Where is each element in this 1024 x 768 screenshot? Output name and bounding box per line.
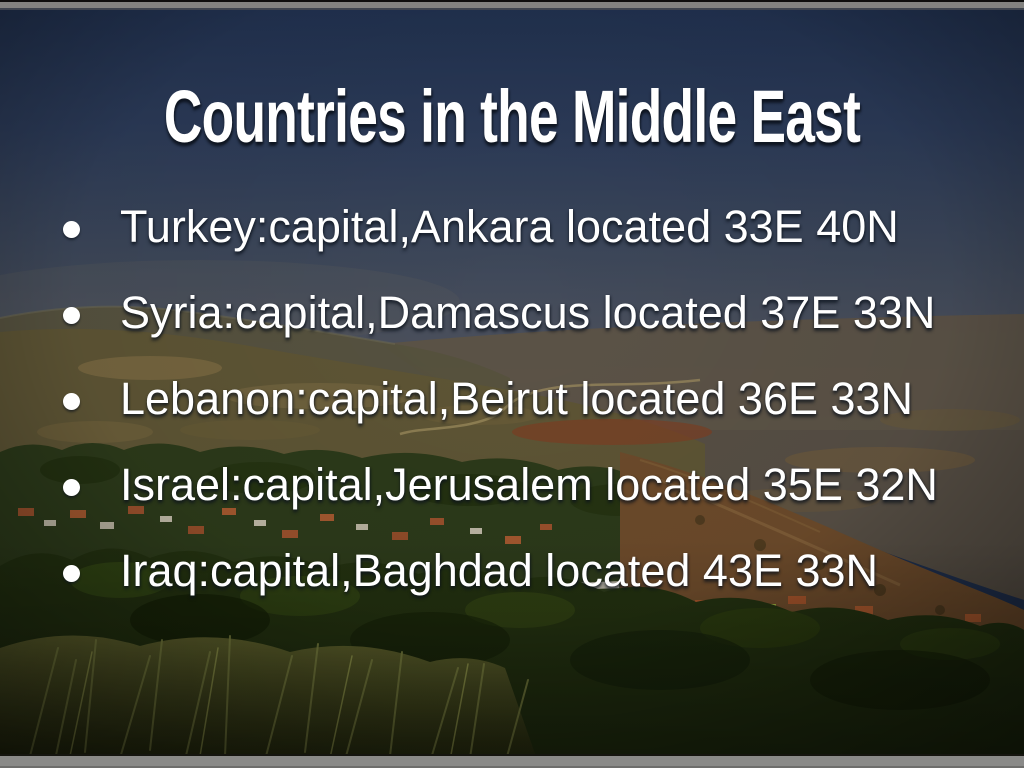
- bullet-item: Syria:capital,Damascus located 37E 33N: [62, 270, 1014, 356]
- bullet-item: Turkey:capital,Ankara located 33E 40N: [62, 184, 1014, 270]
- bottom-shade-overlay: [0, 540, 1024, 768]
- bullet-text: Syria:capital,Damascus located 37E 33N: [120, 287, 936, 338]
- bullet-item: Iraq:capital,Baghdad located 43E 33N: [62, 528, 1014, 614]
- bullet-item: Israel:capital,Jerusalem located 35E 32N: [62, 442, 1014, 528]
- bullet-icon: [63, 478, 80, 496]
- bullet-icon: [63, 306, 80, 324]
- bullet-text: Israel:capital,Jerusalem located 35E 32N: [120, 459, 938, 510]
- bullet-list: Turkey:capital,Ankara located 33E 40N Sy…: [62, 184, 1014, 614]
- bullet-item: Lebanon:capital,Beirut located 36E 33N: [62, 356, 1014, 442]
- bullet-icon: [63, 564, 80, 582]
- slide-title: Countries in the Middle East: [163, 74, 861, 158]
- bullet-icon: [63, 220, 80, 238]
- slide-frame-bottom: [0, 754, 1024, 768]
- slide-frame-top: [0, 0, 1024, 10]
- bullet-text: Lebanon:capital,Beirut located 36E 33N: [120, 373, 914, 424]
- bullet-text: Iraq:capital,Baghdad located 43E 33N: [120, 545, 879, 596]
- bullet-text: Turkey:capital,Ankara located 33E 40N: [120, 201, 899, 252]
- bullet-icon: [63, 392, 80, 410]
